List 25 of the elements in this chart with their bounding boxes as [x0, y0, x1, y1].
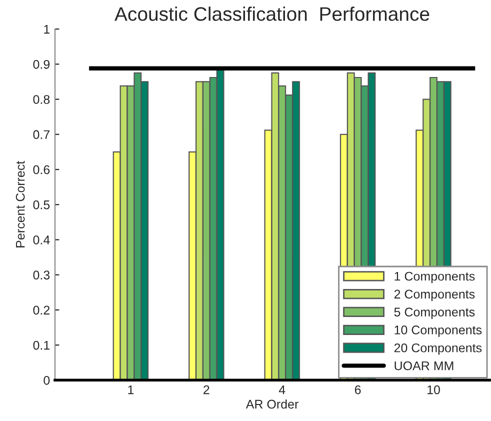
legend-label: 10 Components	[394, 326, 482, 337]
chart-title: Acoustic Classification Performance	[114, 6, 430, 21]
y-axis-title: Percent Correct	[16, 160, 25, 248]
y-tick-label: 0.5	[33, 200, 50, 210]
x-tick-label: 6	[354, 385, 361, 394]
y-tick-label: 0.8	[33, 95, 50, 104]
y-tick-label: 0.3	[33, 270, 50, 280]
y-tick-label: 0.2	[33, 306, 50, 315]
y-tick-label: 0.6	[33, 165, 50, 174]
legend-label: UOAR MM	[394, 361, 454, 370]
y-tick-label: 0.7	[33, 130, 50, 140]
x-tick-label: 1	[128, 385, 134, 394]
y-tick-label: 0.1	[33, 340, 50, 350]
y-tick-label: 0.9	[33, 60, 50, 69]
x-tick-label: 4	[278, 385, 286, 394]
legend-label: 5 Components	[394, 308, 475, 319]
x-axis-title: AR Order	[246, 399, 298, 409]
y-tick-label: 0	[44, 376, 50, 385]
x-tick-label: 2	[204, 385, 210, 394]
legend-label: 20 Components	[394, 343, 482, 355]
y-tick-label: 0.4	[33, 236, 50, 244]
legend-label: 2 Components	[394, 290, 475, 302]
y-tick-label: 1	[44, 24, 50, 34]
x-tick-label: 10	[428, 385, 440, 394]
legend-label: 1 Components	[394, 272, 475, 284]
